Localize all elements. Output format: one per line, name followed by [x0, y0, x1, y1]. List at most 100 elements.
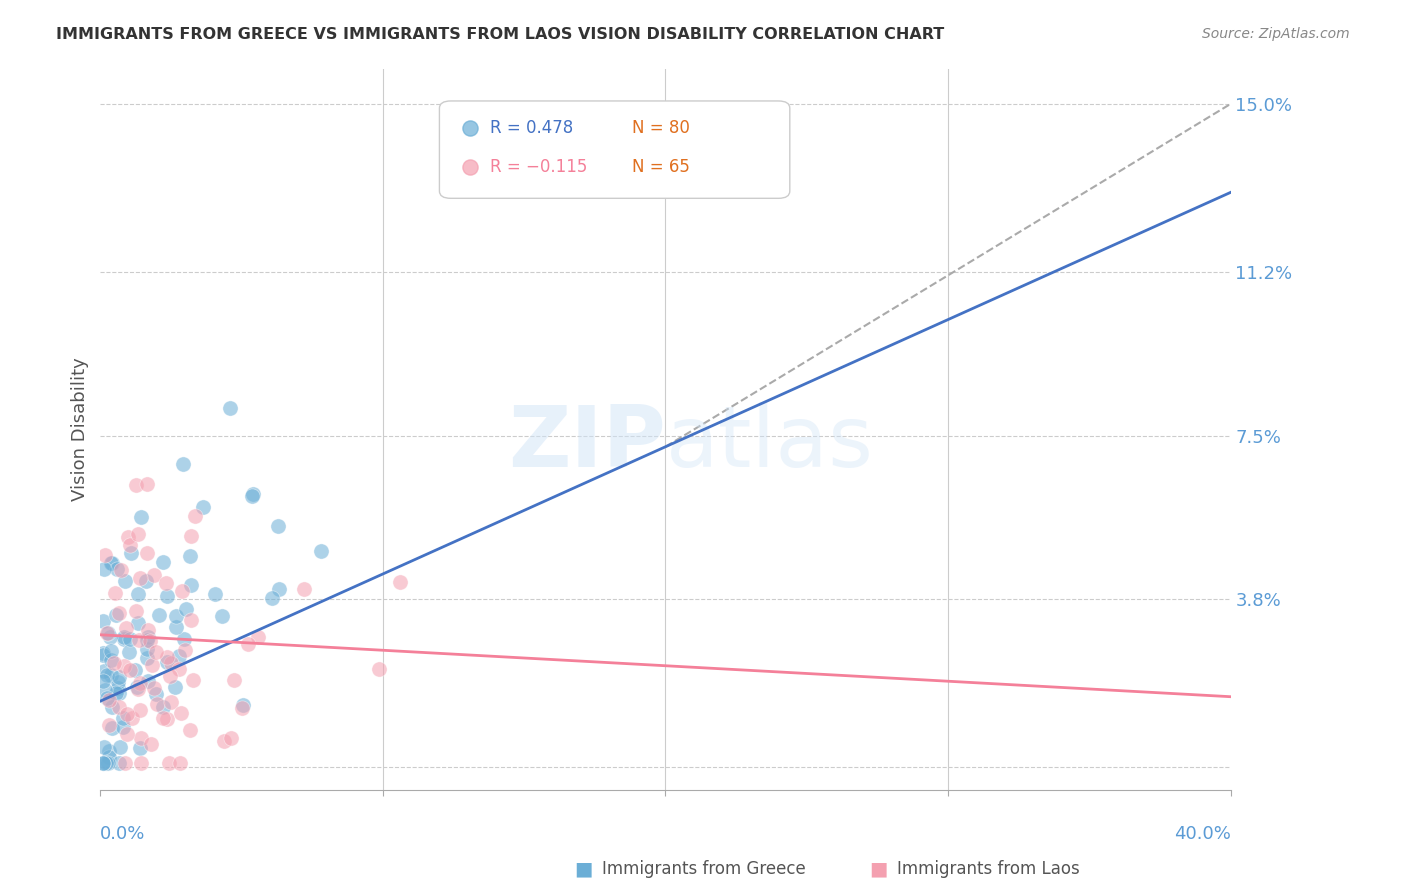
Point — [125, 604, 148, 618]
Point — [152, 711, 174, 725]
Point — [91, 756, 114, 770]
Text: R = 0.478: R = 0.478 — [491, 120, 574, 137]
Point — [156, 589, 179, 603]
Point — [97, 756, 120, 770]
Point — [181, 673, 204, 687]
Point — [292, 582, 315, 596]
Point — [111, 711, 134, 725]
Text: 0.0%: 0.0% — [100, 825, 146, 843]
Point — [98, 717, 121, 731]
Point — [96, 690, 118, 705]
Point — [180, 529, 202, 543]
Point — [115, 621, 138, 635]
Point — [172, 457, 194, 471]
Point — [118, 538, 141, 552]
Point — [127, 587, 149, 601]
Point — [112, 631, 135, 645]
Point — [211, 608, 233, 623]
Point — [98, 744, 121, 758]
Text: IMMIGRANTS FROM GREECE VS IMMIGRANTS FROM LAOS VISION DISABILITY CORRELATION CHA: IMMIGRANTS FROM GREECE VS IMMIGRANTS FRO… — [56, 27, 945, 42]
Point — [121, 710, 143, 724]
Point — [173, 632, 195, 646]
Point — [135, 574, 157, 589]
Point — [98, 750, 121, 764]
Point — [117, 726, 139, 740]
Point — [91, 648, 114, 662]
Point — [145, 644, 167, 658]
Point — [129, 510, 152, 524]
Point — [118, 663, 141, 677]
Point — [179, 723, 201, 737]
Point — [129, 731, 152, 745]
Point — [107, 675, 129, 690]
Point — [135, 650, 157, 665]
Point — [152, 699, 174, 714]
Point — [136, 476, 159, 491]
Point — [100, 556, 122, 570]
Point — [145, 687, 167, 701]
Point — [107, 699, 129, 714]
Point — [136, 642, 159, 657]
Point — [110, 563, 132, 577]
Point — [204, 587, 226, 601]
Point — [93, 739, 115, 754]
Point — [159, 695, 181, 709]
Point — [219, 731, 242, 745]
Point — [118, 645, 141, 659]
Point — [103, 656, 125, 670]
Text: ■: ■ — [574, 859, 593, 879]
Point — [167, 663, 190, 677]
Point — [232, 698, 254, 712]
Point — [165, 620, 187, 634]
Point — [127, 682, 149, 697]
Point — [219, 401, 242, 416]
Point — [120, 546, 142, 560]
Point — [167, 649, 190, 664]
Point — [101, 557, 124, 571]
Text: ■: ■ — [869, 859, 889, 879]
Point — [135, 546, 157, 560]
Point — [107, 756, 129, 770]
Point — [93, 614, 115, 628]
Point — [93, 548, 115, 562]
Point — [107, 606, 129, 620]
Point — [142, 681, 165, 696]
Point — [139, 737, 162, 751]
Point — [138, 623, 160, 637]
Point — [148, 607, 170, 622]
Point — [108, 670, 131, 684]
Point — [169, 756, 191, 770]
Point — [184, 508, 207, 523]
Point — [93, 664, 115, 678]
Point — [97, 626, 120, 640]
Point — [114, 574, 136, 588]
Point — [100, 721, 122, 735]
Point — [100, 668, 122, 682]
Point — [247, 630, 270, 644]
Point — [159, 669, 181, 683]
Point — [100, 653, 122, 667]
Point — [368, 662, 391, 676]
Y-axis label: Vision Disability: Vision Disability — [72, 357, 89, 501]
Point — [260, 591, 283, 605]
Point — [165, 608, 187, 623]
Point — [94, 756, 117, 770]
Point — [91, 673, 114, 688]
Point — [124, 663, 146, 677]
Point — [146, 697, 169, 711]
Point — [176, 602, 198, 616]
Point — [156, 656, 179, 670]
Text: Immigrants from Greece: Immigrants from Greece — [602, 860, 806, 878]
Text: Immigrants from Laos: Immigrants from Laos — [897, 860, 1080, 878]
Point — [170, 706, 193, 721]
Point — [143, 567, 166, 582]
Point — [165, 680, 187, 694]
Text: R = −0.115: R = −0.115 — [491, 158, 588, 177]
Point — [159, 756, 181, 770]
Point — [91, 756, 114, 770]
Point — [98, 630, 121, 644]
Point — [108, 686, 131, 700]
Point — [100, 699, 122, 714]
Point — [180, 578, 202, 592]
Point — [129, 703, 152, 717]
